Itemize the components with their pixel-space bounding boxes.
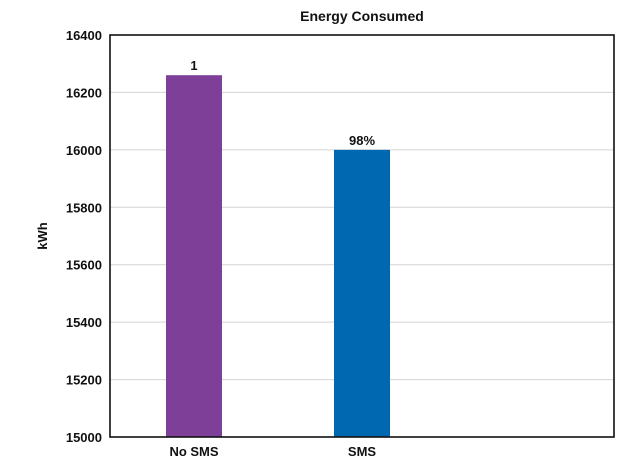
chart-title: Energy Consumed: [300, 8, 424, 24]
bars: [166, 75, 390, 437]
y-tick-label: 15200: [66, 373, 102, 388]
x-axis-ticks: No SMS SMS: [169, 444, 376, 459]
y-axis-ticks: 15000 15200 15400 15600 15800 16000 16200 16400: [66, 28, 102, 445]
data-label: 1: [190, 58, 197, 73]
data-label: 98%: [349, 133, 375, 148]
y-tick-label: 16400: [66, 28, 102, 43]
y-tick-label: 15000: [66, 430, 102, 445]
y-tick-label: 15400: [66, 315, 102, 330]
y-tick-label: 16200: [66, 85, 102, 100]
bar: [334, 149, 390, 437]
x-tick-label: SMS: [348, 444, 377, 459]
y-tick-label: 16000: [66, 143, 102, 158]
bar: [166, 75, 222, 437]
y-axis-label: kWh: [35, 222, 50, 250]
data-labels: 1 98%: [190, 58, 375, 148]
y-tick-label: 15800: [66, 200, 102, 215]
y-tick-label: 15600: [66, 258, 102, 273]
plot-frame: [109, 34, 615, 438]
x-tick-label: No SMS: [169, 444, 218, 459]
